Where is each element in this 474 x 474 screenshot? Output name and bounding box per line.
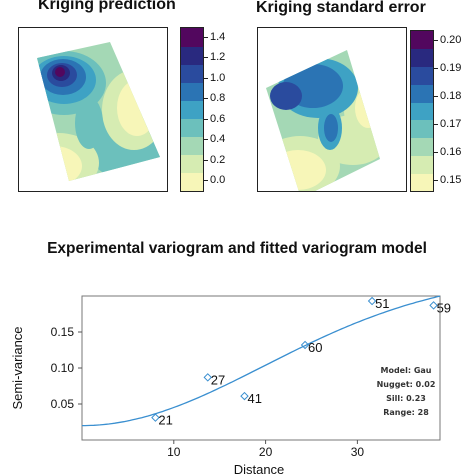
colorbar-tick-label: 1.4 <box>210 31 226 43</box>
colorbar-swatch <box>411 66 433 85</box>
x-tick-label: 30 <box>351 445 365 459</box>
stderr-colorbar <box>410 30 434 192</box>
variogram-point <box>429 301 438 310</box>
variogram-point <box>240 391 249 401</box>
model-stat-label: Sill: 0.23 <box>386 394 426 403</box>
colorbar-tick <box>434 40 438 41</box>
colorbar-tick-label: 0.4 <box>210 133 226 146</box>
variogram-point <box>367 296 377 306</box>
colorbar-tick <box>204 98 208 100</box>
point-count-label: 60 <box>308 340 322 355</box>
y-tick-label: 0.05 <box>51 397 75 411</box>
fitted-model-curve <box>82 295 441 427</box>
stderr-map <box>257 27 407 196</box>
colorbar-swatch <box>181 100 203 120</box>
x-axis-label: Distance <box>234 462 285 474</box>
colorbar-swatch <box>181 172 203 192</box>
variogram-point <box>203 373 213 382</box>
colorbar-swatch <box>411 155 433 174</box>
colorbar-swatch <box>411 31 433 50</box>
point-count-label: 41 <box>247 391 261 406</box>
model-stat-label: Model: Gau <box>381 366 432 375</box>
colorbar-tick <box>434 68 438 69</box>
colorbar-swatch <box>411 102 433 121</box>
colorbar-tick-label: 0.19 <box>440 62 462 74</box>
point-count-label: 21 <box>158 413 172 428</box>
colorbar-swatch <box>181 28 203 47</box>
colorbar-swatch <box>411 119 433 139</box>
y-tick-label: 0.10 <box>51 361 75 375</box>
stderr-map-surface <box>266 50 380 196</box>
colorbar-swatch <box>181 154 203 174</box>
variogram-point <box>300 340 310 350</box>
colorbar-tick <box>434 152 438 153</box>
prediction-map-title: Kriging prediction <box>38 0 176 13</box>
colorbar-tick <box>204 37 208 38</box>
colorbar-swatch <box>181 82 203 101</box>
y-axis-label: Semi-variance <box>10 326 25 409</box>
colorbar-tick <box>434 180 438 181</box>
y-tick-label: 0.15 <box>51 325 75 339</box>
colorbar-tick <box>204 159 208 161</box>
model-stat-label: Nugget: 0.02 <box>377 380 436 389</box>
colorbar-tick-label: 0.8 <box>210 92 226 105</box>
colorbar-tick-label: 0.6 <box>210 112 226 125</box>
colorbar-tick <box>204 139 208 141</box>
model-stat-label: Range: 28 <box>383 408 429 417</box>
point-count-label: 51 <box>375 296 389 311</box>
colorbar-swatch <box>181 118 203 138</box>
colorbar-tick-label: 0.0 <box>210 174 226 186</box>
colorbar-tick <box>204 57 208 59</box>
colorbar-tick-label: 0.17 <box>440 118 462 130</box>
x-tick-label: 20 <box>259 445 273 459</box>
variogram-title: Experimental variogram and fitted variog… <box>47 240 427 257</box>
colorbar-tick <box>204 118 208 120</box>
colorbar-swatch <box>181 64 203 83</box>
prediction-colorbar <box>180 27 204 192</box>
colorbar-tick <box>434 124 438 125</box>
colorbar-swatch <box>411 173 433 192</box>
colorbar-tick-label: 0.20 <box>440 34 462 46</box>
colorbar-tick-label: 1.2 <box>210 51 226 64</box>
colorbar-swatch <box>411 48 433 68</box>
colorbar-swatch <box>181 46 203 65</box>
colorbar-tick-label: 0.16 <box>440 146 462 158</box>
colorbar-tick <box>434 96 438 97</box>
colorbar-swatch <box>411 84 433 103</box>
point-count-label: 27 <box>211 372 225 387</box>
colorbar-tick-label: 0.18 <box>440 90 462 102</box>
colorbar-swatch <box>181 136 203 156</box>
colorbar-tick <box>204 77 208 79</box>
colorbar-tick-label: 0.2 <box>210 153 226 166</box>
x-tick-label: 10 <box>167 445 181 459</box>
variogram-point <box>151 413 160 422</box>
colorbar-tick-label: 0.15 <box>440 174 462 186</box>
colorbar-tick-label: 1.0 <box>210 71 226 84</box>
stderr-map-title: Kriging standard error <box>256 0 426 16</box>
colorbar-tick <box>204 180 208 181</box>
colorbar-swatch <box>411 137 433 156</box>
point-count-label: 59 <box>437 300 451 315</box>
prediction-map-surface <box>37 42 160 181</box>
prediction-map <box>18 27 168 192</box>
